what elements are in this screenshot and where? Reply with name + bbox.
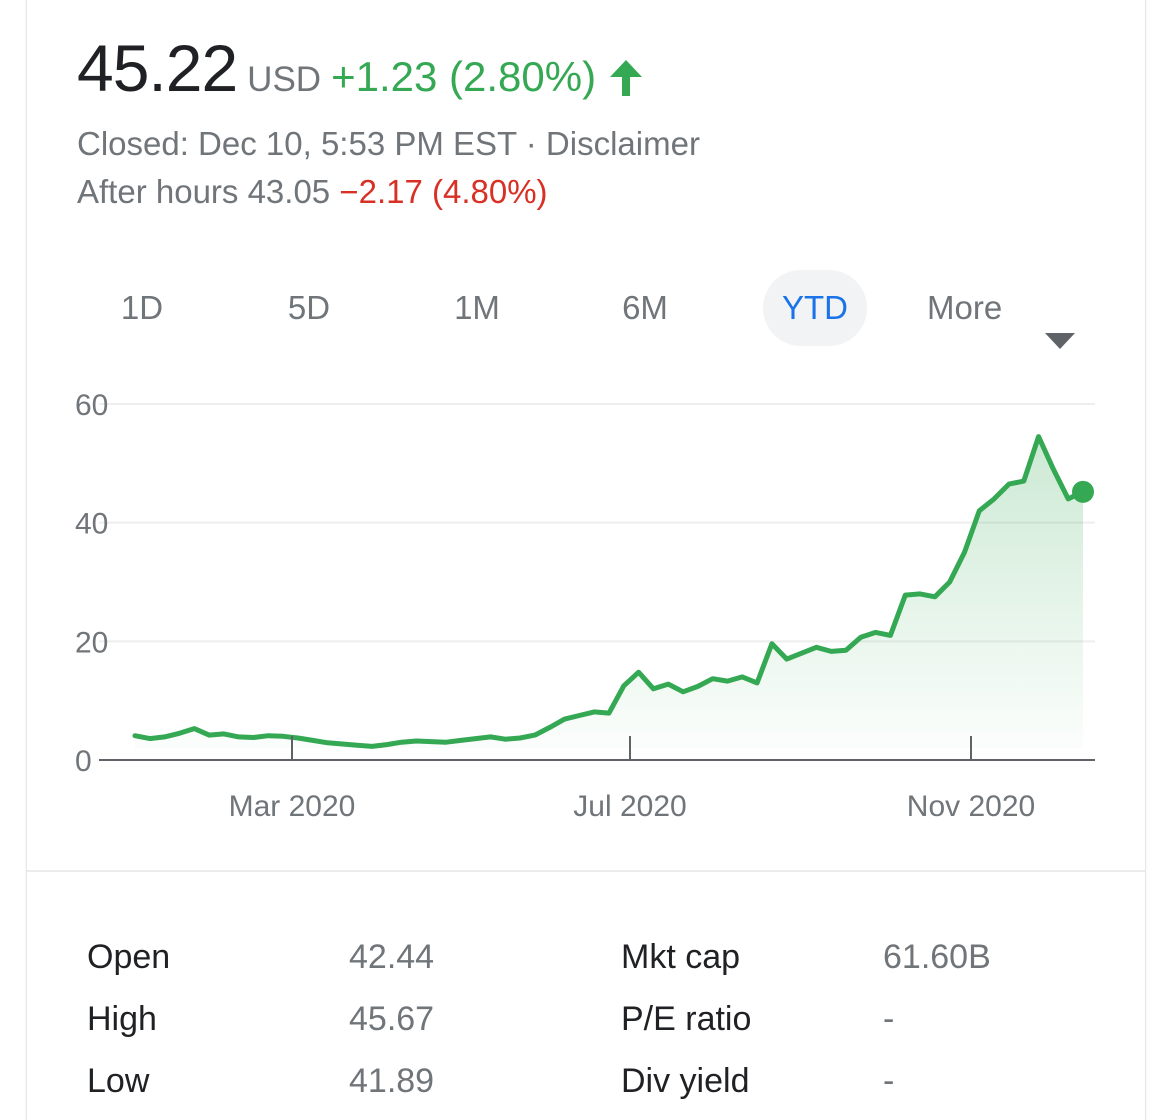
stat-value-high: 45.67 [349,1000,435,1038]
stock-card: 45.22 USD +1.23 (2.80%) Closed: Dec 10, 5:… [26,0,1146,1120]
y-tick-label: 20 [75,626,108,659]
stat-value-div-yield: - [883,1062,895,1100]
after-hours-change: −2.17 (4.80%) [339,173,548,210]
stat-value-low: 41.89 [349,1062,435,1100]
after-hours: After hours 43.05 −2.17 (4.80%) [77,173,548,211]
after-hours-price: After hours 43.05 [77,173,331,210]
tab-ytd[interactable]: YTD [763,270,867,346]
up-arrow-icon [608,58,644,103]
tab-5d[interactable]: 5D [287,289,331,326]
y-tick-label: 60 [75,389,108,422]
y-tick-label: 40 [75,508,108,541]
stat-label-open: Open [87,938,171,976]
section-divider [27,870,1145,872]
stat-value-mkt-cap: 61.60B [883,938,991,976]
latest-price-dot [1072,480,1094,503]
currency-label: USD [247,60,322,99]
caret-down-icon [1045,300,1075,376]
price-change: +1.23 (2.80%) [331,53,597,100]
more-label: More [927,289,1003,326]
stat-label-div-yield: Div yield [621,1062,750,1100]
price-chart: 0 20 40 60 Mar 2020 Jul 2020 Nov 2020 [75,389,1095,823]
current-price: 45.22 [77,31,238,105]
more-dropdown[interactable]: More [927,270,1087,349]
x-tick-label: Jul 2020 [573,790,686,823]
stat-label-low: Low [87,1062,150,1100]
x-tick-label: Mar 2020 [229,790,356,823]
price-area-fill [135,436,1083,748]
stat-value-pe-ratio: - [883,1000,895,1038]
stat-label-pe-ratio: P/E ratio [621,1000,752,1038]
range-tabs: 1D 5D 1M 6M YTD More [27,270,1145,350]
stat-label-high: High [87,1000,157,1038]
stat-label-mkt-cap: Mkt cap [621,938,741,976]
y-tick-label: 0 [75,745,92,778]
market-status: Closed: Dec 10, 5:53 PM EST · Disclaimer [77,125,700,162]
tab-1d[interactable]: 1D [120,289,164,326]
stat-value-open: 42.44 [349,938,435,976]
x-tick-label: Nov 2020 [907,790,1035,823]
price-header: 45.22 USD +1.23 (2.80%) [77,30,644,109]
tab-6m[interactable]: 6M [622,289,668,326]
tab-1m[interactable]: 1M [454,289,500,326]
